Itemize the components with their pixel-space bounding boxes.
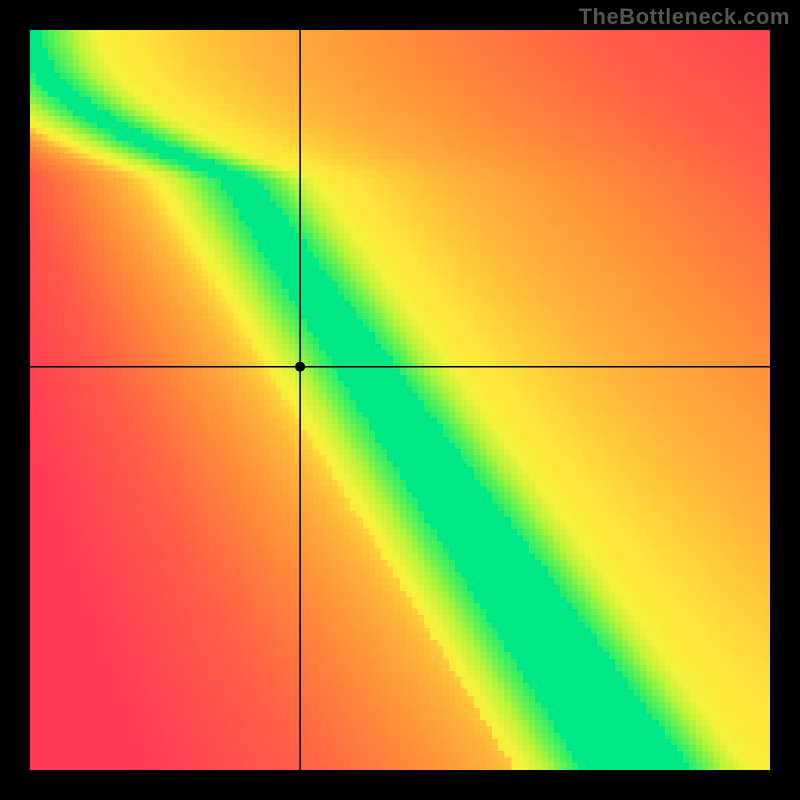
heatmap-canvas — [30, 30, 770, 770]
watermark-text: TheBottleneck.com — [579, 4, 790, 30]
